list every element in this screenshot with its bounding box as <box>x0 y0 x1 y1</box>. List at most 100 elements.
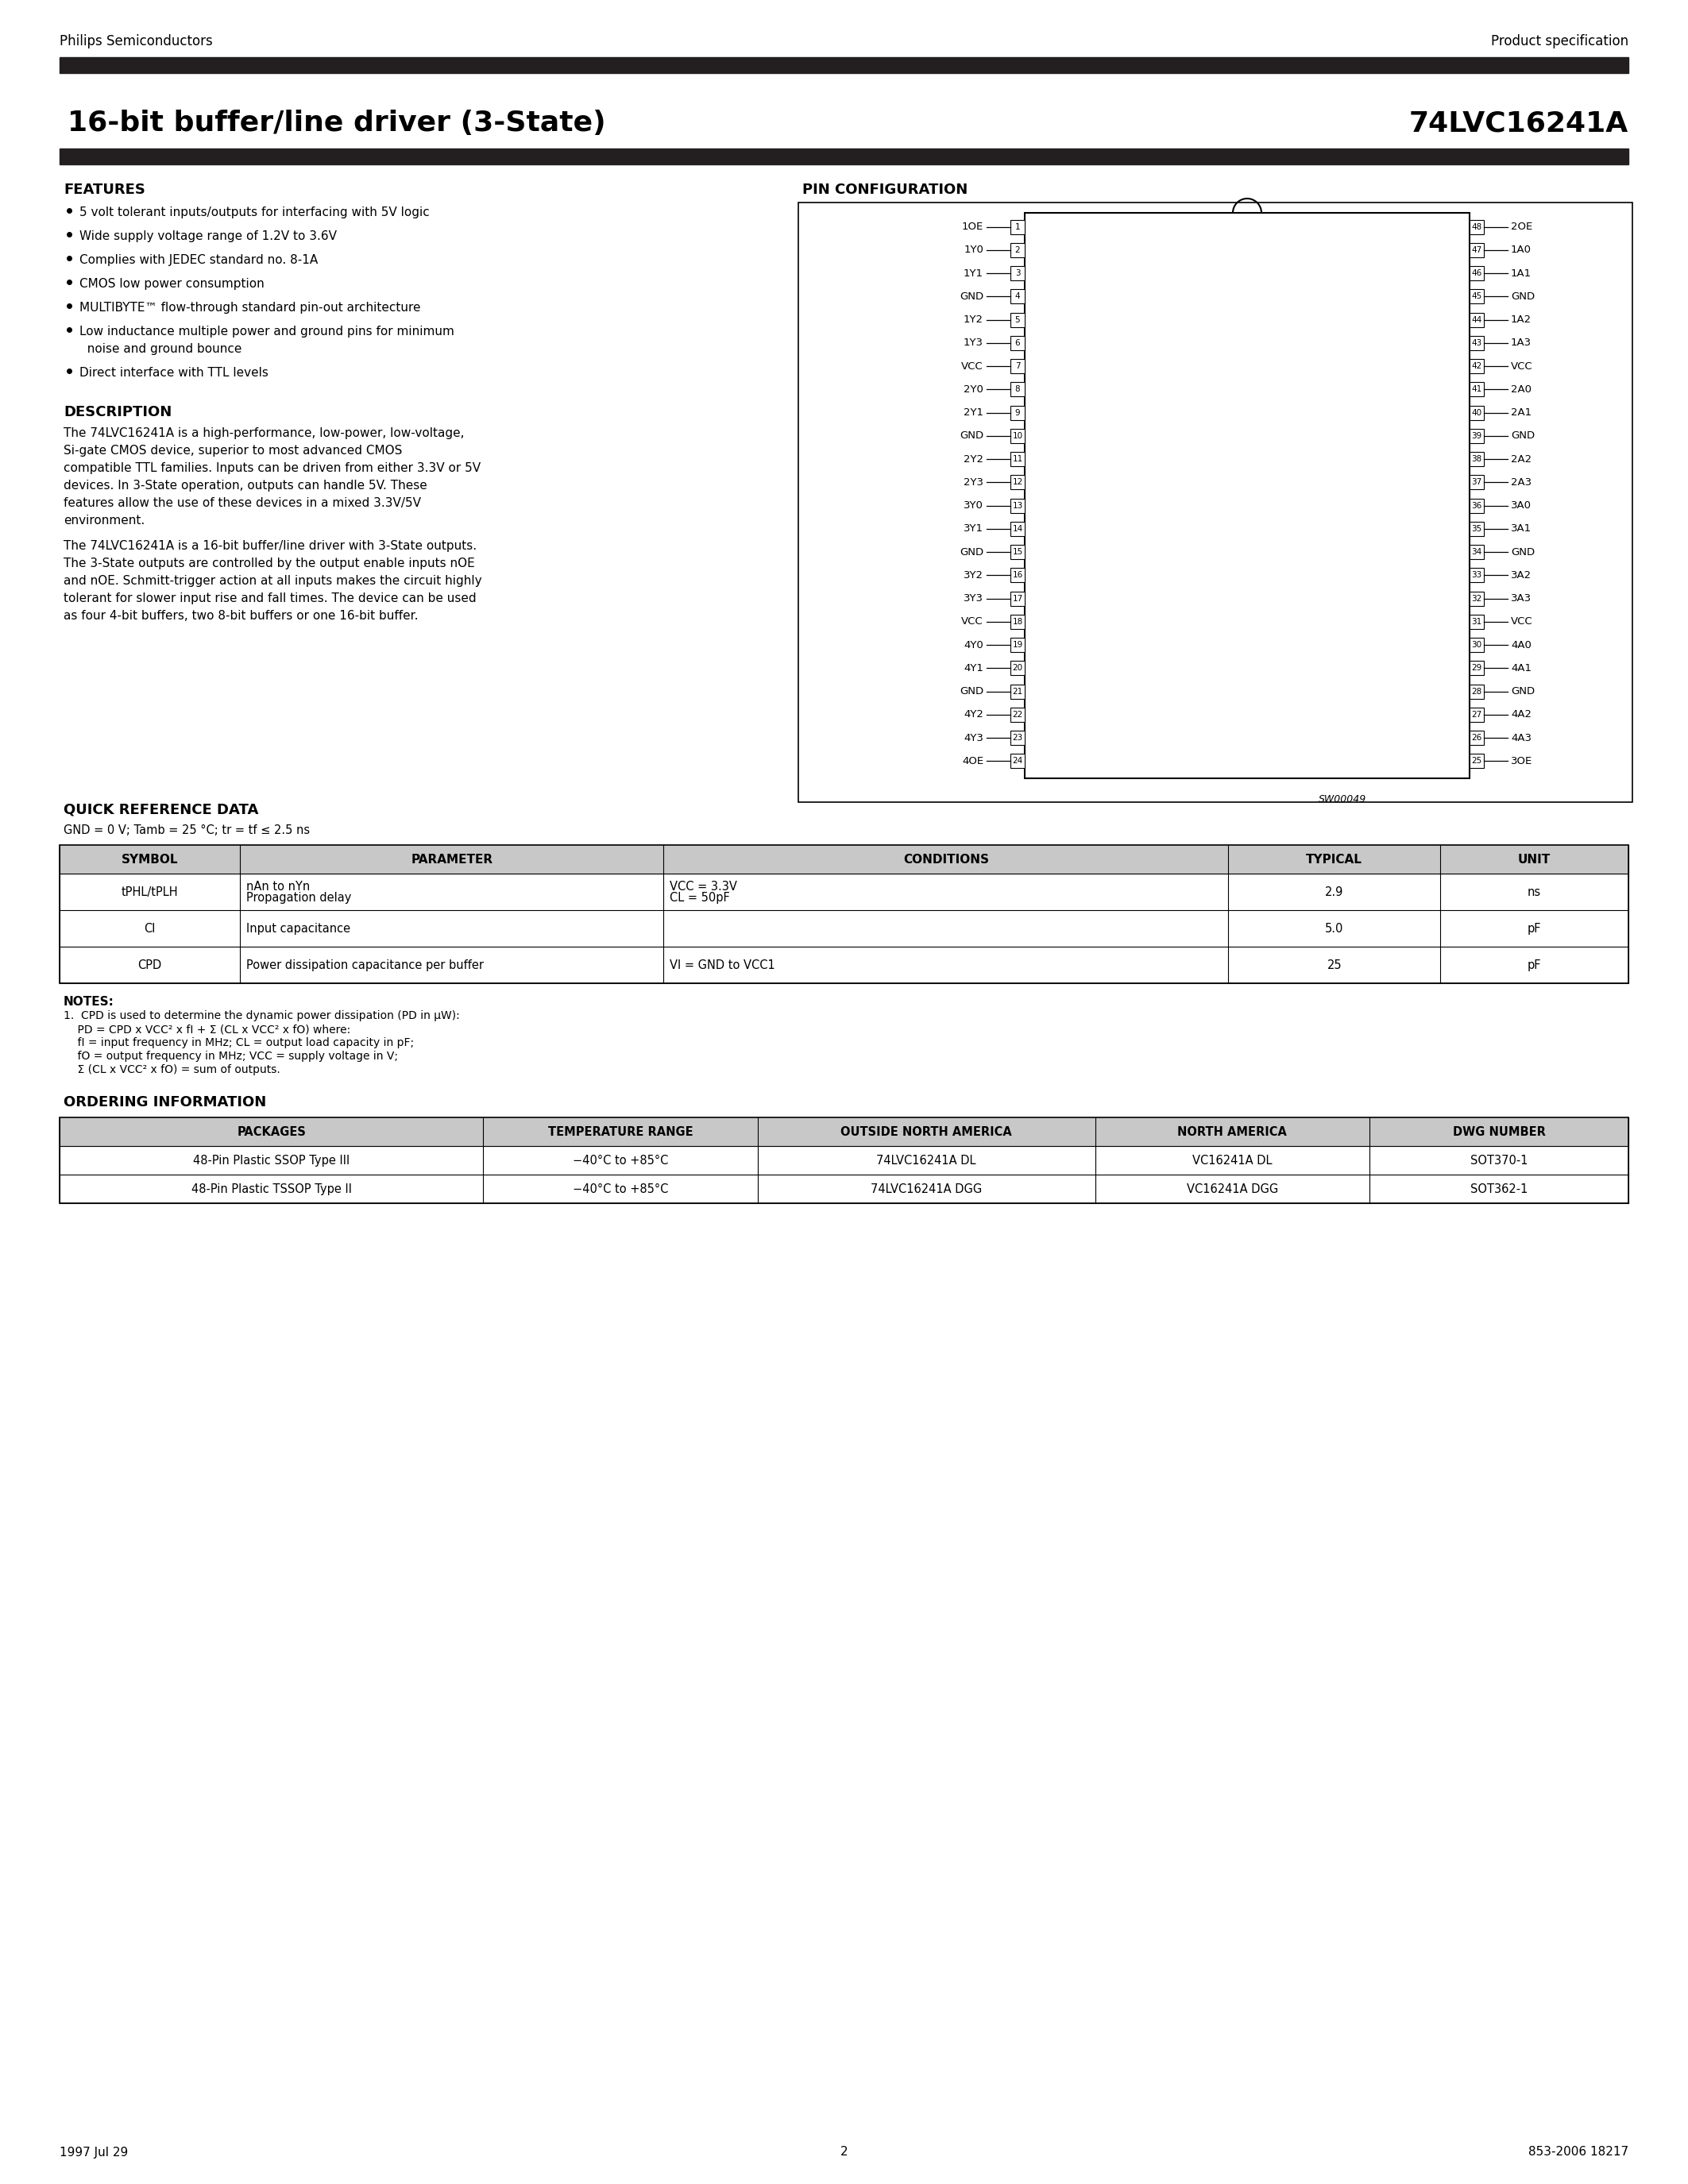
Bar <box>1025 212 1470 778</box>
Text: 74LVC16241A DGG: 74LVC16241A DGG <box>871 1184 982 1195</box>
Text: DESCRIPTION: DESCRIPTION <box>64 404 172 419</box>
Text: 1A2: 1A2 <box>1511 314 1531 325</box>
Text: CMOS low power consumption: CMOS low power consumption <box>79 277 265 290</box>
Text: Product specification: Product specification <box>1491 35 1629 48</box>
Bar <box>1011 452 1025 465</box>
Text: 31: 31 <box>1472 618 1482 625</box>
Bar <box>59 845 1629 983</box>
Text: 3A1: 3A1 <box>1511 524 1531 533</box>
Bar <box>798 203 1632 802</box>
Text: 4A2: 4A2 <box>1511 710 1531 721</box>
Text: 6: 6 <box>1014 339 1020 347</box>
Bar <box>1011 312 1025 328</box>
Text: NORTH AMERICA: NORTH AMERICA <box>1178 1125 1286 1138</box>
Text: compatible TTL families. Inputs can be driven from either 3.3V or 5V: compatible TTL families. Inputs can be d… <box>64 463 481 474</box>
Bar <box>1011 336 1025 349</box>
Text: 1OE: 1OE <box>962 221 984 232</box>
Bar <box>1470 732 1484 745</box>
Text: 2Y3: 2Y3 <box>964 476 984 487</box>
Text: VCC: VCC <box>1511 616 1533 627</box>
Text: features allow the use of these devices in a mixed 3.3V/5V: features allow the use of these devices … <box>64 498 420 509</box>
Text: DWG NUMBER: DWG NUMBER <box>1453 1125 1546 1138</box>
Text: TYPICAL: TYPICAL <box>1307 854 1362 865</box>
Text: 1A0: 1A0 <box>1511 245 1531 256</box>
Text: 45: 45 <box>1472 293 1482 301</box>
Text: 17: 17 <box>1013 594 1023 603</box>
Text: PARAMETER: PARAMETER <box>410 854 493 865</box>
Text: 4OE: 4OE <box>962 756 984 767</box>
Text: VI = GND to VCC1: VI = GND to VCC1 <box>670 959 775 972</box>
Bar <box>59 57 1629 72</box>
Text: 2A3: 2A3 <box>1511 476 1531 487</box>
Text: GND: GND <box>1511 546 1534 557</box>
Bar <box>1470 614 1484 629</box>
Text: 16-bit buffer/line driver (3-State): 16-bit buffer/line driver (3-State) <box>68 109 606 138</box>
Text: Input capacitance: Input capacitance <box>246 922 351 935</box>
Bar <box>1011 753 1025 769</box>
Text: 41: 41 <box>1472 384 1482 393</box>
Text: Si-gate CMOS device, superior to most advanced CMOS: Si-gate CMOS device, superior to most ad… <box>64 446 402 456</box>
Bar <box>1011 382 1025 397</box>
Bar <box>1470 452 1484 465</box>
Text: SW00049: SW00049 <box>1318 795 1366 804</box>
Bar <box>1470 592 1484 605</box>
Text: 10: 10 <box>1013 432 1023 439</box>
Text: −40°C to +85°C: −40°C to +85°C <box>572 1184 668 1195</box>
Text: 34: 34 <box>1472 548 1482 557</box>
Text: 47: 47 <box>1472 247 1482 253</box>
Bar <box>1011 684 1025 699</box>
Text: 3Y3: 3Y3 <box>964 594 984 603</box>
Bar <box>1470 406 1484 419</box>
Text: GND = 0 V; Tamb = 25 °C; tr = tf ≤ 2.5 ns: GND = 0 V; Tamb = 25 °C; tr = tf ≤ 2.5 n… <box>64 823 311 836</box>
Text: 4A1: 4A1 <box>1511 664 1531 673</box>
Text: 14: 14 <box>1013 524 1023 533</box>
Text: fI = input frequency in MHz; CL = output load capacity in pF;: fI = input frequency in MHz; CL = output… <box>64 1037 414 1048</box>
Text: The 74LVC16241A is a 16-bit buffer/line driver with 3-State outputs.: The 74LVC16241A is a 16-bit buffer/line … <box>64 539 476 553</box>
Text: GND: GND <box>959 430 984 441</box>
Text: 8: 8 <box>1014 384 1020 393</box>
Text: 3OE: 3OE <box>1511 756 1533 767</box>
Bar <box>1470 288 1484 304</box>
Text: 5: 5 <box>1014 317 1020 323</box>
Text: 3A0: 3A0 <box>1511 500 1531 511</box>
Bar <box>1011 614 1025 629</box>
Text: fO = output frequency in MHz; VCC = supply voltage in V;: fO = output frequency in MHz; VCC = supp… <box>64 1051 398 1061</box>
Text: 18: 18 <box>1013 618 1023 625</box>
Bar <box>1011 568 1025 583</box>
Text: 5.0: 5.0 <box>1325 922 1344 935</box>
Text: CPD: CPD <box>138 959 162 972</box>
Bar <box>1011 544 1025 559</box>
Bar <box>1470 266 1484 280</box>
Text: 30: 30 <box>1472 640 1482 649</box>
Text: 15: 15 <box>1013 548 1023 557</box>
Text: 24: 24 <box>1013 758 1023 764</box>
Bar <box>1011 406 1025 419</box>
Text: 74LVC16241A DL: 74LVC16241A DL <box>876 1155 976 1166</box>
Text: 1Y2: 1Y2 <box>964 314 984 325</box>
Bar <box>1470 221 1484 234</box>
Bar <box>59 149 1629 164</box>
Bar <box>1011 708 1025 721</box>
Text: 35: 35 <box>1472 524 1482 533</box>
Text: 44: 44 <box>1472 317 1482 323</box>
Text: NOTES:: NOTES: <box>64 996 115 1007</box>
Text: 4Y2: 4Y2 <box>964 710 984 721</box>
Text: 38: 38 <box>1472 454 1482 463</box>
Bar <box>59 1118 1629 1147</box>
Bar <box>1470 684 1484 699</box>
Bar <box>1011 266 1025 280</box>
Text: 9: 9 <box>1014 408 1020 417</box>
Text: 1Y3: 1Y3 <box>964 339 984 347</box>
Text: 2: 2 <box>841 2147 847 2158</box>
Text: VCC: VCC <box>1511 360 1533 371</box>
Text: environment.: environment. <box>64 515 145 526</box>
Bar <box>1011 638 1025 653</box>
Text: 46: 46 <box>1472 269 1482 277</box>
Text: OUTSIDE NORTH AMERICA: OUTSIDE NORTH AMERICA <box>841 1125 1013 1138</box>
Text: tolerant for slower input rise and fall times. The device can be used: tolerant for slower input rise and fall … <box>64 592 476 605</box>
Text: 23: 23 <box>1013 734 1023 743</box>
Text: 27: 27 <box>1472 710 1482 719</box>
Text: CI: CI <box>143 922 155 935</box>
Text: 25: 25 <box>1327 959 1342 972</box>
Text: 13: 13 <box>1013 502 1023 509</box>
